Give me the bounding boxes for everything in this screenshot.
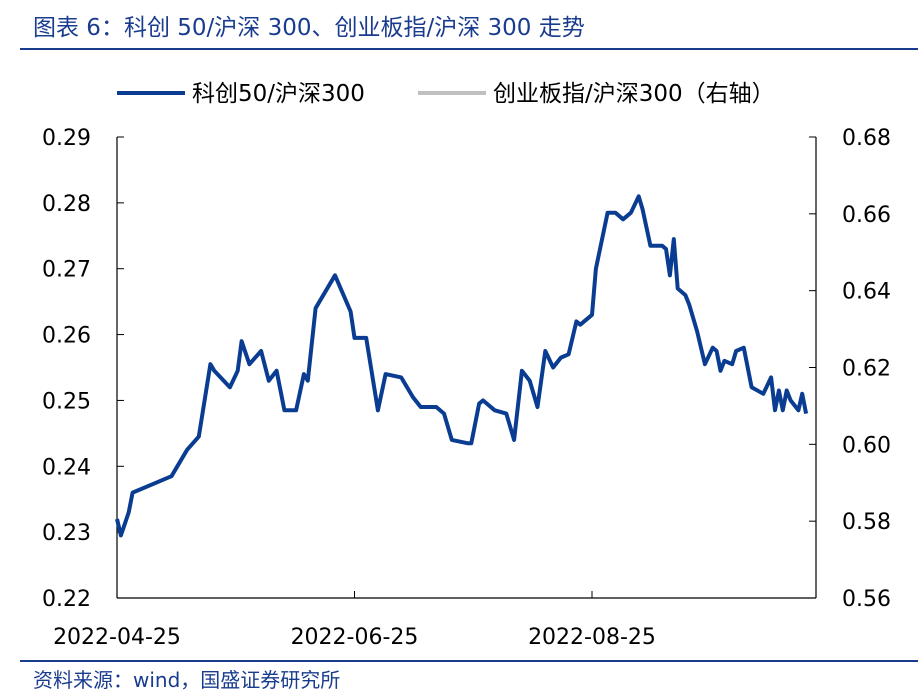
chart-title: 图表 6：科创 50/沪深 300、创业板指/沪深 300 走势 (33, 15, 585, 41)
y-right-tick-label: 0.60 (842, 433, 891, 458)
y-left-tick-label: 0.23 (42, 521, 91, 546)
chart-legend: 科创50/沪深300 创业板指/沪深300（右轴） (117, 81, 775, 107)
chart-series-layer (115, 194, 809, 538)
y-left-tick-label: 0.26 (42, 324, 91, 349)
footer-rule (20, 660, 918, 662)
y-left-tick-label: 0.24 (42, 455, 91, 480)
x-tick-label: 2022-08-25 (528, 625, 656, 650)
legend-label: 科创50/沪深300 (192, 81, 365, 107)
y-left-tick-label: 0.27 (42, 258, 91, 283)
y-right-tick-label: 0.58 (842, 510, 891, 535)
y-right-tick-label: 0.56 (842, 587, 891, 612)
chart-axes: 0.22 0.23 0.24 0.25 0.26 0.27 0.28 0.29 0.56 0.58… (42, 126, 891, 650)
x-tick-label: 2022-06-25 (291, 625, 419, 650)
header-rule (20, 48, 918, 50)
y-right-tick-label: 0.62 (842, 357, 891, 382)
x-tick-label: 2022-04-25 (53, 625, 181, 650)
legend-label: 创业板指/沪深300（右轴） (493, 81, 775, 107)
y-left-tick-label: 0.25 (42, 389, 91, 414)
y-left-tick-label: 0.29 (42, 126, 91, 151)
y-right-tick-label: 0.66 (842, 203, 891, 228)
y-left-tick-label: 0.28 (42, 192, 91, 217)
y-left-tick-label: 0.22 (42, 587, 91, 612)
series-line-kechuang50 (115, 194, 809, 538)
source-note: 资料来源：wind，国盛证券研究所 (33, 668, 341, 692)
y-right-tick-label: 0.68 (842, 126, 891, 151)
y-right-tick-label: 0.64 (842, 280, 891, 305)
